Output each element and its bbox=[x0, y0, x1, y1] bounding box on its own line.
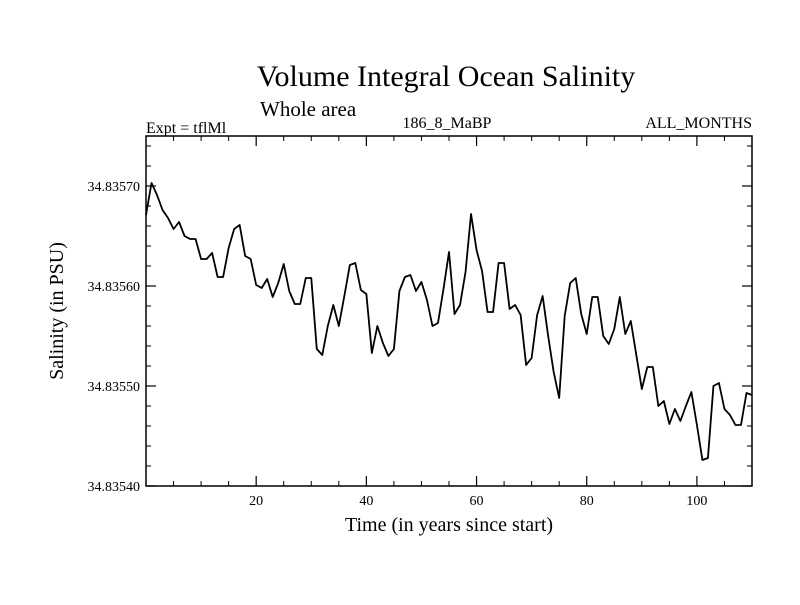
header-left-label: Expt = tflMl bbox=[146, 120, 227, 137]
plot-frame bbox=[145, 135, 753, 487]
x-axis-label: Time (in years since start) bbox=[345, 514, 553, 536]
series-line bbox=[145, 182, 753, 461]
header-right-label: ALL_MONTHS bbox=[645, 115, 752, 132]
chart-subtitle: Whole area bbox=[260, 97, 357, 121]
y-tick-label: 34.83550 bbox=[88, 380, 141, 395]
y-tick-label: 34.83560 bbox=[88, 280, 141, 295]
x-tick-label: 40 bbox=[359, 494, 373, 509]
header-center-label: 186_8_MaBP bbox=[403, 115, 492, 132]
x-tick-label: 80 bbox=[580, 494, 594, 509]
x-tick-label: 100 bbox=[686, 494, 707, 509]
series-group bbox=[145, 182, 753, 461]
y-tick-label: 34.83540 bbox=[88, 480, 141, 495]
y-axis-label: Salinity (in PSU) bbox=[46, 242, 68, 380]
axes-group: 20 40 60 80 100 34.83540 34.83550 34.83560 34.83… bbox=[88, 136, 752, 509]
x-tick-label: 20 bbox=[249, 494, 263, 509]
x-tick-label: 60 bbox=[470, 494, 484, 509]
y-tick-label: 34.83570 bbox=[88, 180, 141, 195]
chart-title: Volume Integral Ocean Salinity bbox=[257, 60, 636, 93]
